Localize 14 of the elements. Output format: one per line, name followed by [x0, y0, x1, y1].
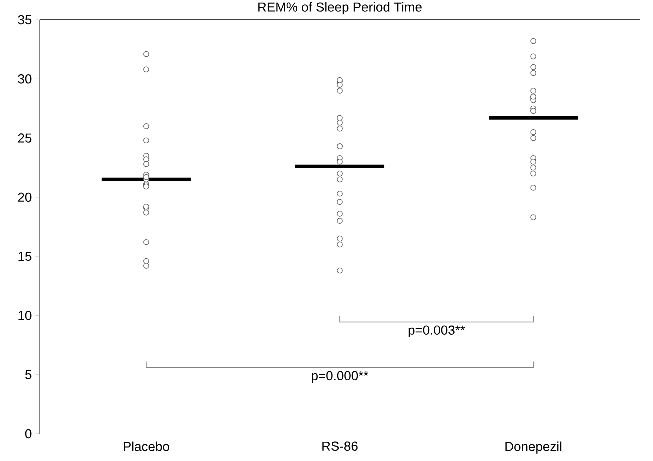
annotation: p=0.000**	[312, 371, 369, 384]
y-tick-label: 10	[18, 311, 32, 320]
x-tick-label: RS-86	[322, 442, 358, 452]
chart-title: REM% of Sleep Period Time	[258, 2, 422, 14]
y-tick-label: 20	[18, 192, 32, 202]
y-tick-label: 5	[25, 370, 32, 380]
y-tick-label: 30	[18, 74, 32, 84]
annotation: p=0.003**	[408, 326, 466, 338]
x-tick-label: Donepezil	[506, 442, 562, 454]
y-tick-label: 0	[25, 429, 32, 439]
y-tick-label: 25	[18, 134, 32, 143]
y-tick-label: 35	[18, 15, 32, 25]
y-tick-label: 15	[18, 252, 32, 262]
x-tick-label: Placebo	[124, 442, 170, 452]
